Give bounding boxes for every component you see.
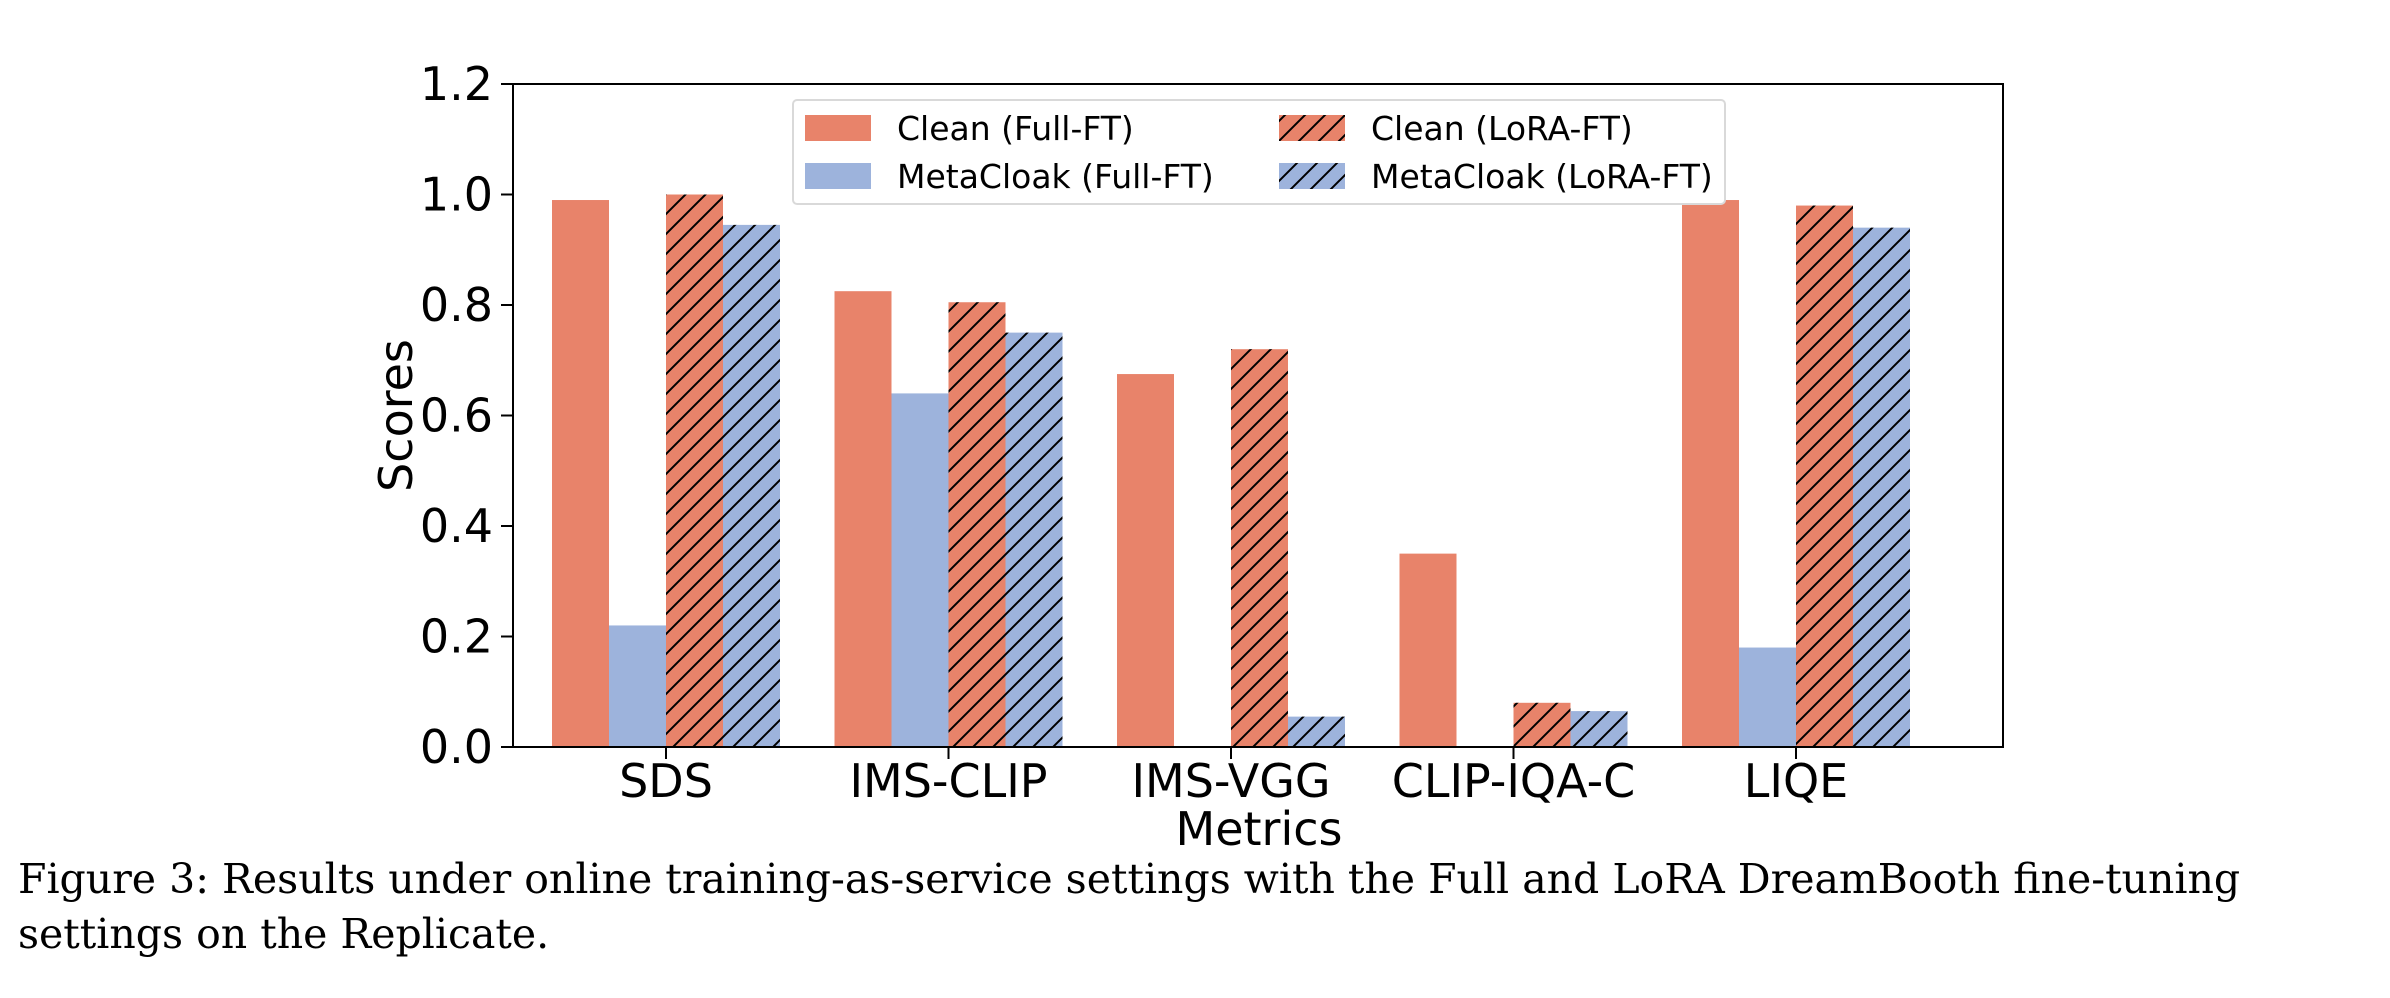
y-tick-label: 1.0 <box>420 168 493 222</box>
x-axis: SDS IMS-CLIP IMS-VGG CLIP-IQA-C LIQE <box>619 747 1848 808</box>
bar-liqe-series-2 <box>1739 647 1796 747</box>
bar-hatch-overlay <box>1796 205 1853 748</box>
x-tick-label: CLIP-IQA-C <box>1392 754 1636 808</box>
legend: Clean (Full-FT) MetaCloak (Full-FT) Clean … <box>792 99 1726 205</box>
y-tick-label: 0.4 <box>420 499 493 553</box>
legend-box <box>792 99 1726 205</box>
y-axis-label: Scores <box>369 339 423 492</box>
bar-clip-iqa-c-series-1 <box>1399 553 1457 747</box>
legend-label: Clean (Full-FT) <box>897 109 1134 148</box>
y-tick-label: 0.6 <box>420 389 493 443</box>
legend-label: MetaCloak (Full-FT) <box>897 157 1214 196</box>
bar-hatch-overlay <box>1288 716 1345 747</box>
bar-sds-series-1 <box>552 200 609 747</box>
legend-label: MetaCloak (LoRA-FT) <box>1371 157 1713 196</box>
bar-hatch-overlay <box>723 224 780 747</box>
y-tick-label: 0.0 <box>420 720 493 774</box>
y-tick-label: 0.2 <box>420 610 493 664</box>
legend-swatch <box>805 163 871 189</box>
bar-hatch-overlay <box>1005 332 1063 747</box>
bar-hatch-overlay <box>1853 227 1910 747</box>
bar-hatch-overlay <box>948 302 1006 747</box>
bar-sds-series-2 <box>609 625 666 747</box>
x-tick-label: IMS-VGG <box>1131 754 1330 808</box>
legend-swatch <box>805 115 871 141</box>
x-axis-label: Metrics <box>1176 802 1343 850</box>
figure-caption: Figure 3: Results under online training-… <box>18 855 2241 958</box>
x-tick-label: IMS-CLIP <box>849 754 1047 808</box>
bar-hatch-overlay <box>1570 711 1628 747</box>
bar-liqe-series-1 <box>1682 200 1739 747</box>
y-tick-label: 0.8 <box>420 278 493 332</box>
bar-ims-clip-series-2 <box>891 393 949 747</box>
x-tick-label: SDS <box>619 754 713 808</box>
y-axis: 0.0 0.2 0.4 0.6 0.8 1.0 1.2 <box>420 57 513 774</box>
bar-ims-clip-series-1 <box>834 291 892 747</box>
legend-swatch-hatch <box>1279 115 1345 141</box>
y-tick-label: 1.2 <box>420 57 493 111</box>
bar-ims-vgg-series-1 <box>1117 374 1174 747</box>
bar-hatch-overlay <box>666 194 723 747</box>
bar-chart: 0.0 0.2 0.4 0.6 0.8 1.0 1.2 SDS IMS-CLIP IMS-VGG… <box>369 57 2004 850</box>
bars-group <box>552 194 1910 748</box>
legend-swatch-hatch <box>1279 163 1345 189</box>
x-tick-label: LIQE <box>1744 754 1848 808</box>
bar-hatch-overlay <box>1513 702 1571 747</box>
legend-label: Clean (LoRA-FT) <box>1371 109 1633 148</box>
bar-hatch-overlay <box>1231 349 1288 747</box>
